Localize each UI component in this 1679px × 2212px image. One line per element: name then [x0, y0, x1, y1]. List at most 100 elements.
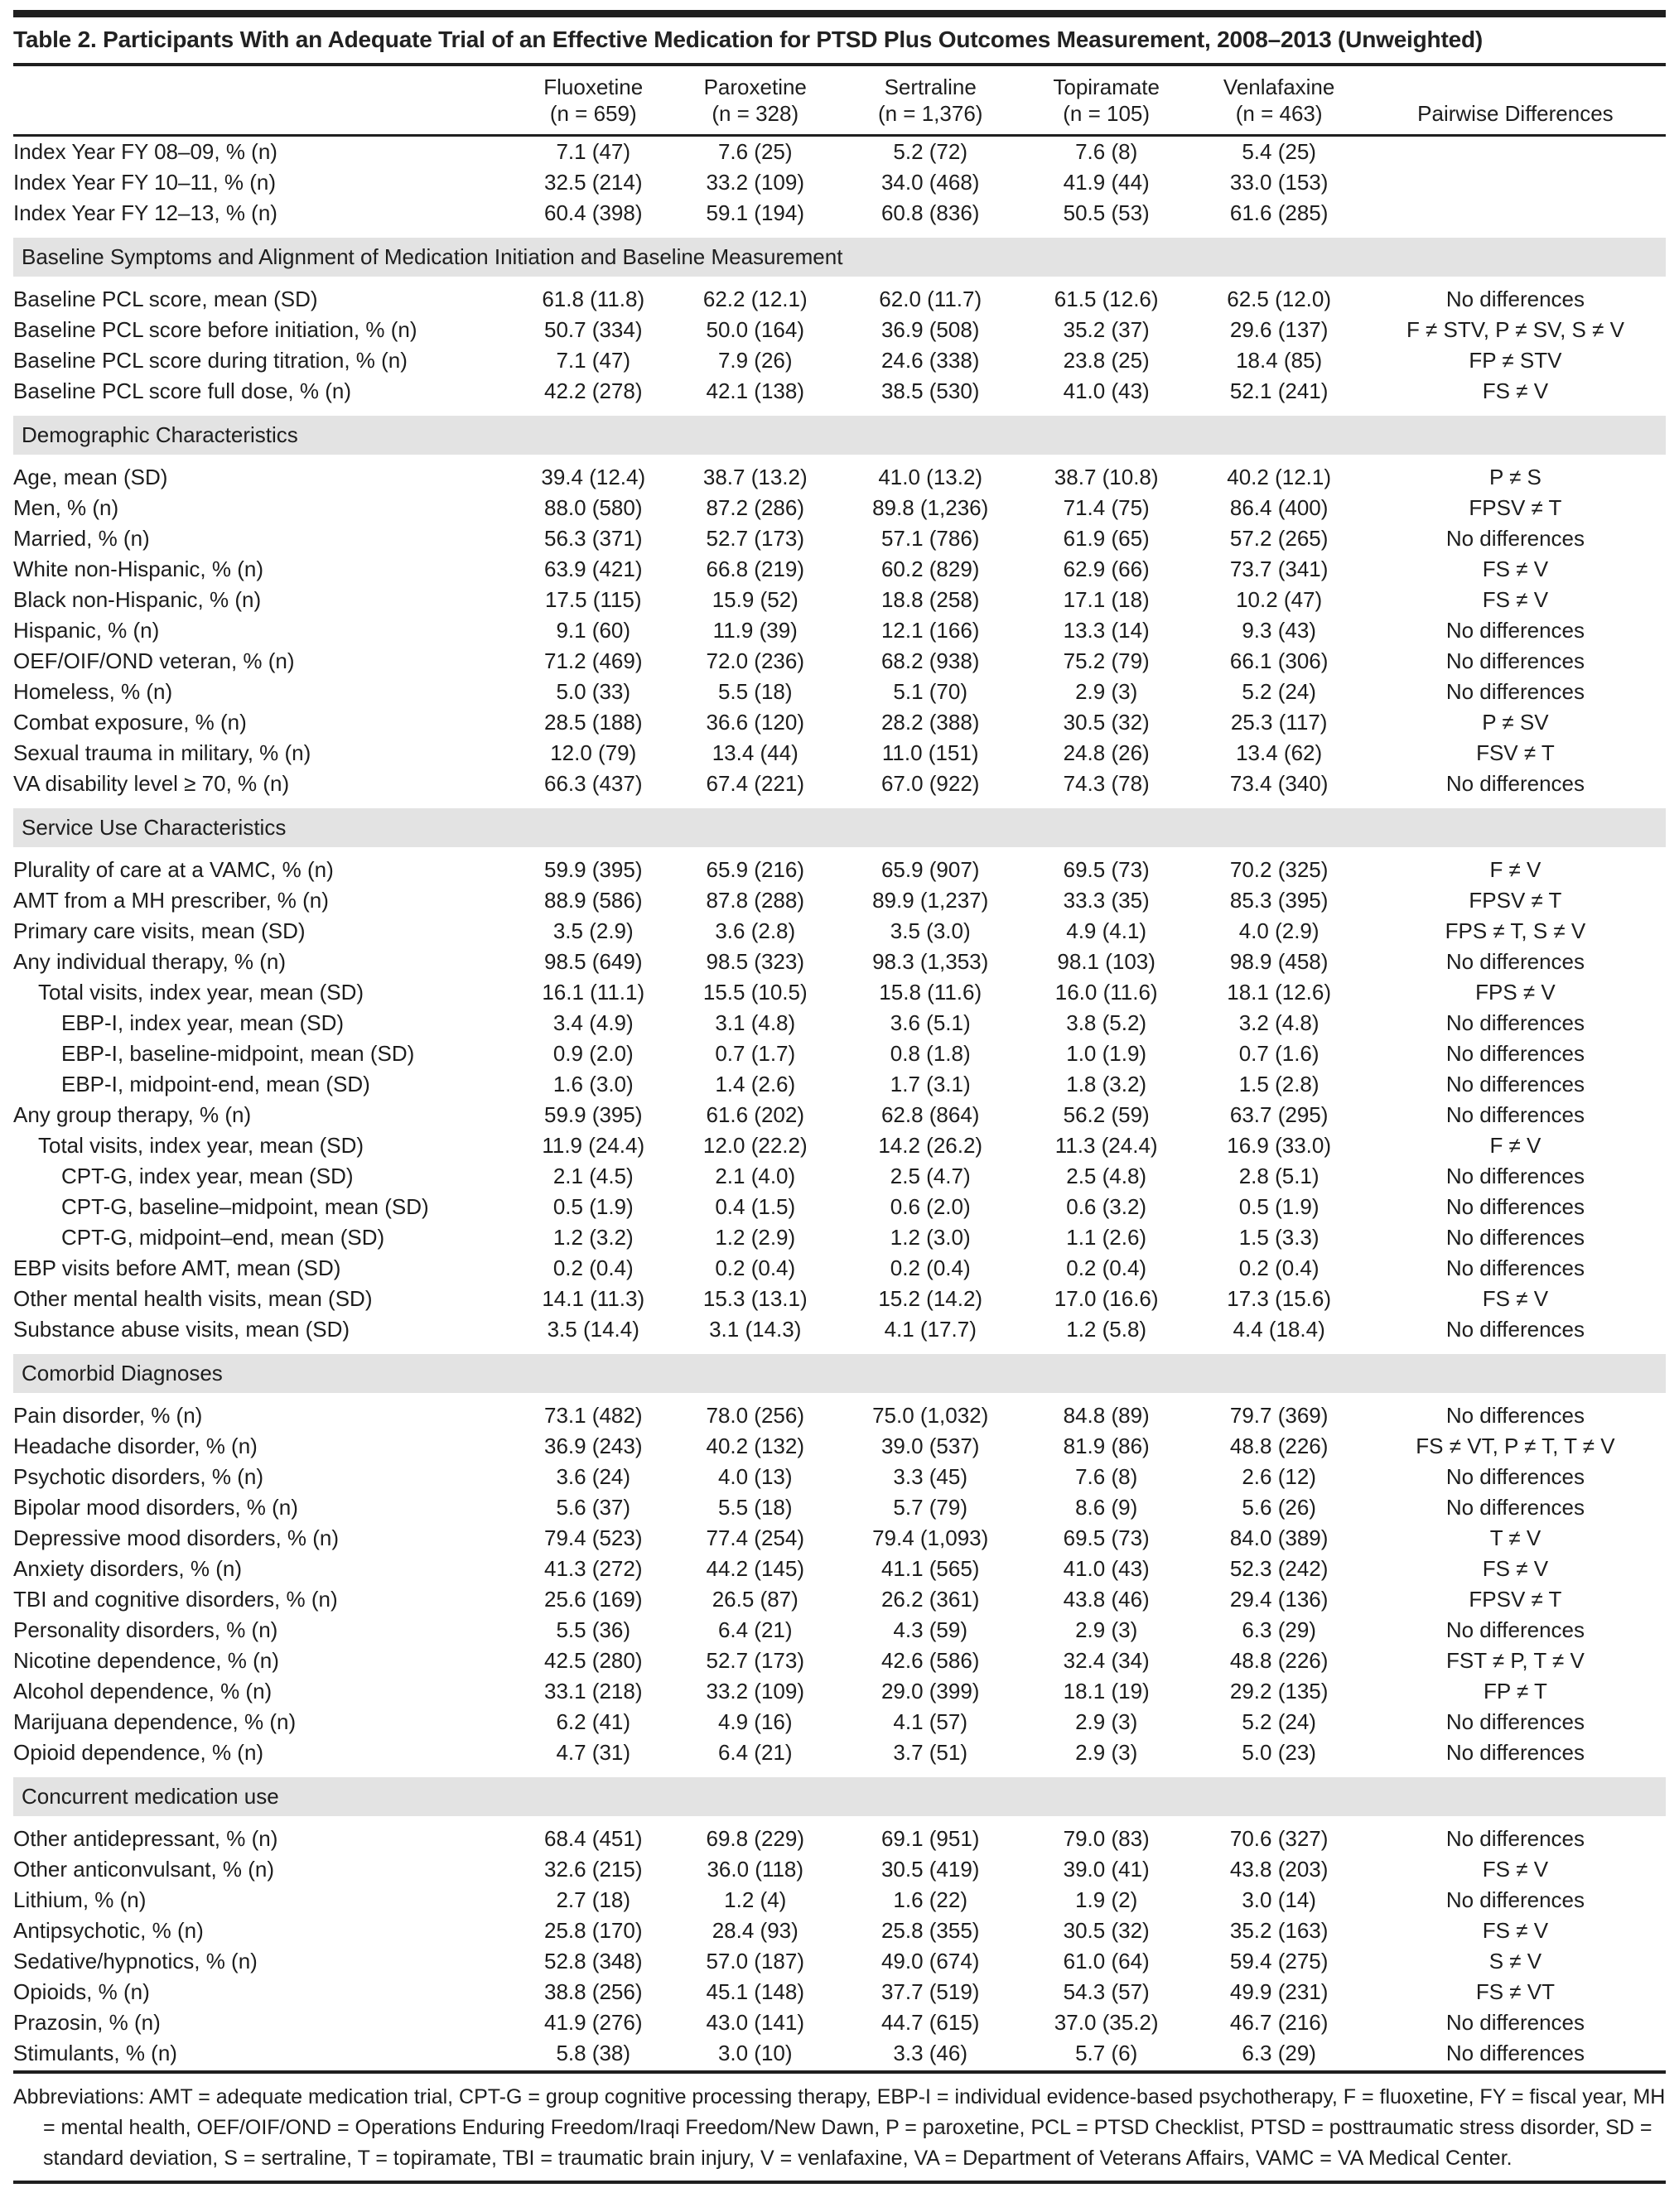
pairwise-cell: FPSV ≠ T	[1469, 1587, 1562, 1612]
value-cell: 57.0 (187)	[706, 1949, 805, 1973]
value-cell: 28.5 (188)	[543, 710, 643, 735]
row-label: Personality disorders, % (n)	[13, 1617, 278, 1642]
row-label: Hispanic, % (n)	[13, 618, 160, 643]
row-label: Bipolar mood disorders, % (n)	[13, 1495, 298, 1520]
value-cell: 3.7 (51)	[893, 1740, 968, 1765]
table-title: Table 2. Participants With an Adequate T…	[13, 27, 1483, 52]
value-cell: 52.1 (241)	[1229, 378, 1329, 403]
row-label: CPT-G, baseline–midpoint, mean (SD)	[61, 1194, 429, 1219]
value-cell: 28.4 (93)	[712, 1918, 798, 1943]
value-cell: 6.3 (29)	[1242, 2041, 1316, 2065]
value-cell: 70.6 (327)	[1229, 1826, 1329, 1851]
value-cell: 49.9 (231)	[1229, 1979, 1329, 2004]
value-cell: 13.4 (62)	[1236, 740, 1323, 765]
table-row: Sedative/hypnotics, % (n) 52.8 (348) 57.0 …	[13, 1946, 1666, 1977]
value-cell: 2.9 (3)	[1075, 1709, 1138, 1734]
value-cell: 52.7 (173)	[706, 1648, 805, 1673]
row-label: Substance abuse visits, mean (SD)	[13, 1317, 350, 1342]
value-cell: 3.2 (4.8)	[1238, 1010, 1320, 1035]
table-row: Homeless, % (n) 5.0 (33) 5.5 (18) 5.1 (70) 2…	[13, 677, 1666, 707]
value-cell: 3.8 (5.2)	[1066, 1010, 1147, 1035]
section-header-row: Baseline Symptoms and Alignment of Medic…	[13, 229, 1666, 284]
value-cell: 61.6 (202)	[706, 1102, 805, 1127]
table-row: Marijuana dependence, % (n) 6.2 (41) 4.9 (…	[13, 1707, 1666, 1737]
value-cell: 33.2 (109)	[706, 170, 805, 195]
value-cell: 13.3 (14)	[1063, 618, 1150, 643]
table-row: Baseline PCL score before initiation, % …	[13, 315, 1666, 345]
table-row: Other mental health visits, mean (SD) 14.…	[13, 1284, 1666, 1314]
pairwise-cell: No differences	[1445, 1164, 1585, 1188]
value-cell: 67.0 (922)	[881, 771, 980, 796]
value-cell: 33.0 (153)	[1229, 170, 1329, 195]
value-cell: 63.7 (295)	[1229, 1102, 1329, 1127]
table-row: Married, % (n) 56.3 (371) 52.7 (173) 57.1 (…	[13, 523, 1666, 554]
pairwise-cell: No differences	[1445, 648, 1585, 673]
row-label: Sedative/hypnotics, % (n)	[13, 1949, 258, 1973]
table-row: VA disability level ≥ 70, % (n) 66.3 (437…	[13, 769, 1666, 799]
row-label: Opioids, % (n)	[13, 1979, 150, 2004]
value-cell: 67.4 (221)	[706, 771, 805, 796]
section-header: Concurrent medication use	[13, 1777, 1666, 1816]
value-cell: 98.9 (458)	[1229, 949, 1329, 974]
value-cell: 39.0 (41)	[1063, 1857, 1150, 1882]
value-cell: 34.0 (468)	[881, 170, 980, 195]
table-row: Opioid dependence, % (n) 4.7 (31) 6.4 (21)…	[13, 1737, 1666, 1768]
value-cell: 0.7 (1.7)	[715, 1041, 796, 1066]
value-cell: 1.2 (3.2)	[552, 1225, 634, 1250]
value-cell: 1.5 (2.8)	[1238, 1072, 1320, 1096]
row-label: Opioid dependence, % (n)	[13, 1740, 264, 1765]
row-label: Age, mean (SD)	[13, 465, 168, 489]
row-label: EBP visits before AMT, mean (SD)	[13, 1255, 341, 1280]
value-cell: 69.5 (73)	[1063, 1525, 1150, 1550]
value-cell: 73.1 (482)	[543, 1403, 643, 1428]
pairwise-cell: No differences	[1445, 771, 1585, 796]
value-cell: 61.8 (11.8)	[542, 287, 645, 311]
pairwise-cell: No differences	[1445, 1194, 1585, 1219]
value-cell: 63.9 (421)	[543, 557, 643, 581]
value-cell: 71.2 (469)	[543, 648, 643, 673]
value-cell: 38.8 (256)	[543, 1979, 643, 2004]
value-cell: 65.9 (216)	[706, 857, 805, 882]
value-cell: 59.1 (194)	[706, 200, 805, 225]
value-cell: 40.2 (12.1)	[1227, 465, 1332, 489]
value-cell: 59.4 (275)	[1229, 1949, 1329, 1973]
pairwise-cell: T ≠ V	[1489, 1525, 1541, 1550]
value-cell: 4.1 (17.7)	[884, 1317, 977, 1342]
value-cell: 0.2 (0.4)	[552, 1255, 634, 1280]
table-row: Nicotine dependence, % (n) 42.5 (280) 52.7…	[13, 1646, 1666, 1676]
value-cell: 41.0 (43)	[1063, 1556, 1150, 1581]
value-cell: 4.3 (59)	[893, 1617, 968, 1642]
pairwise-cell: No differences	[1445, 1317, 1585, 1342]
pairwise-cell	[1365, 167, 1666, 198]
table-row: Psychotic disorders, % (n) 3.6 (24) 4.0 (1…	[13, 1462, 1666, 1492]
row-label: EBP-I, index year, mean (SD)	[61, 1010, 345, 1035]
value-cell: 75.0 (1,032)	[872, 1403, 989, 1428]
pairwise-cell: FPSV ≠ T	[1469, 495, 1562, 520]
table-row: Anxiety disorders, % (n) 41.3 (272) 44.2 (…	[13, 1554, 1666, 1584]
value-cell: 29.4 (136)	[1229, 1587, 1329, 1612]
pairwise-cell: No differences	[1445, 1010, 1585, 1035]
title-bottom-rule	[13, 63, 1666, 66]
section-header-row: Concurrent medication use	[13, 1768, 1666, 1824]
value-cell: 15.3 (13.1)	[702, 1286, 808, 1311]
row-label: Alcohol dependence, % (n)	[13, 1679, 273, 1704]
row-label: Baseline PCL score full dose, % (n)	[13, 378, 352, 403]
row-label: Marijuana dependence, % (n)	[13, 1709, 297, 1734]
value-cell: 52.8 (348)	[543, 1949, 643, 1973]
pairwise-cell: No differences	[1445, 526, 1585, 551]
pairwise-cell: FS ≠ VT, P ≠ T, T ≠ V	[1416, 1434, 1615, 1458]
value-cell: 36.9 (243)	[543, 1434, 643, 1458]
value-cell: 2.5 (4.7)	[890, 1164, 971, 1188]
value-cell: 28.2 (388)	[881, 710, 980, 735]
value-cell: 6.4 (21)	[717, 1617, 793, 1642]
value-cell: 18.1 (19)	[1063, 1679, 1150, 1704]
value-cell: 36.0 (118)	[707, 1857, 804, 1882]
value-cell: 87.2 (286)	[706, 495, 805, 520]
value-cell: 35.2 (37)	[1063, 317, 1150, 342]
pairwise-cell: FPS ≠ V	[1475, 980, 1556, 1005]
value-cell: 16.1 (11.1)	[542, 980, 645, 1005]
pairwise-cell: F ≠ V	[1489, 1133, 1541, 1158]
table-row: Index Year FY 10–11, % (n) 32.5 (214) 33.2…	[13, 167, 1666, 198]
value-cell: 30.5 (32)	[1063, 1918, 1150, 1943]
